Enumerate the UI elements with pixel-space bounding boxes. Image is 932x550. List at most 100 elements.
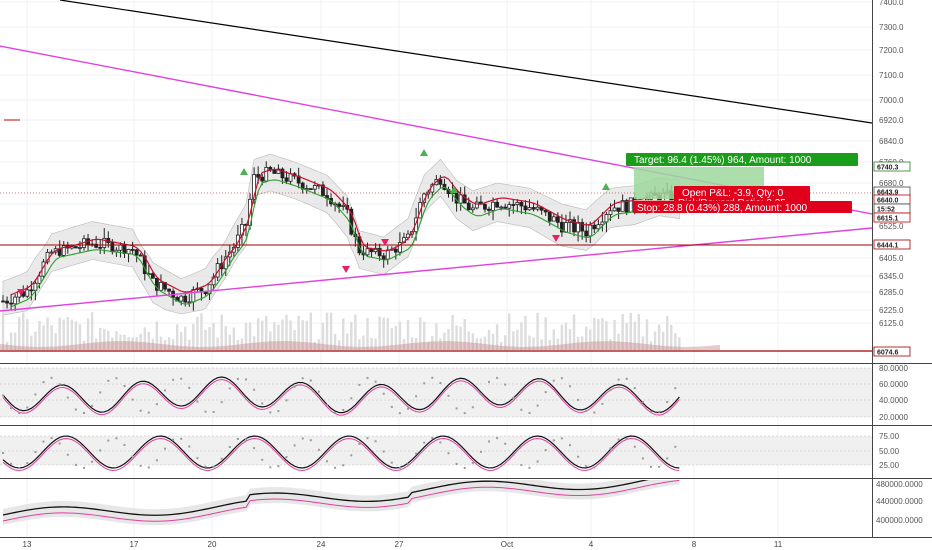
volume-bar [350, 322, 353, 350]
volume-bar [180, 332, 183, 350]
volume-bar [256, 318, 260, 350]
volume-bar [305, 320, 308, 350]
candle-up [159, 282, 163, 291]
time-tick-label: 13 [23, 540, 32, 549]
candle-down [321, 184, 325, 196]
histogram-dot [99, 449, 102, 452]
volume-bar [495, 324, 499, 350]
oscillator-line [2, 376, 680, 414]
volume-bar [520, 322, 523, 350]
volume-bar [54, 333, 57, 350]
volume-bar [261, 320, 264, 350]
volume-bar [325, 312, 329, 350]
histogram-dot [34, 451, 37, 454]
volume-bar [576, 336, 580, 350]
volume-bar [5, 341, 9, 350]
histogram-dot [253, 447, 256, 450]
time-axis[interactable]: 13 17 20 24 27 Oct 4 8 11 [23, 540, 783, 549]
moving-average-lines [10, 168, 680, 308]
histogram-dot [536, 404, 539, 407]
histogram-dot [625, 377, 628, 380]
candle-down [1, 300, 5, 303]
volume-bar [580, 336, 584, 350]
volume-bar [86, 318, 90, 350]
candle-up [397, 242, 402, 253]
volume-bar [34, 331, 37, 350]
volume-bar [629, 312, 632, 350]
histogram-dot [350, 397, 353, 400]
volume-bar [240, 338, 244, 350]
candle-down [134, 249, 139, 256]
histogram-dot [285, 399, 288, 402]
histogram-dot [658, 465, 661, 468]
histogram-dot [164, 389, 166, 392]
flow-panel[interactable] [2, 468, 680, 526]
histogram-dot [245, 438, 247, 441]
histogram-dot [285, 456, 288, 459]
candle-up [470, 207, 475, 211]
histogram-dot [488, 380, 490, 383]
histogram-dot [204, 410, 207, 413]
histogram-dot [569, 444, 571, 447]
histogram-dot [560, 437, 563, 440]
histogram-dot [220, 401, 223, 404]
histogram-dot [342, 408, 345, 411]
histogram-dot [115, 437, 118, 440]
candle-down [381, 255, 386, 260]
histogram-dot [236, 377, 239, 380]
candle-down [280, 168, 285, 179]
oscillator-panel-2[interactable] [0, 435, 872, 472]
histogram-dot [2, 452, 4, 454]
histogram-dot [204, 465, 207, 468]
volume-bar [163, 339, 167, 350]
volume-bar [171, 339, 175, 350]
volume-bar [277, 324, 280, 350]
volume-bar [107, 330, 110, 350]
price-tick-label: 6525.0 [879, 222, 904, 231]
histogram-dot [447, 452, 450, 455]
histogram-dot [382, 392, 385, 395]
volume-bar [167, 337, 171, 350]
candle-up [179, 295, 184, 302]
price-panel[interactable]: Target: 96.4 (1.45%) 964, Amount: 1000 Op… [0, 0, 872, 352]
histogram-dot [180, 437, 183, 440]
candle-up [551, 216, 556, 222]
histogram-dot [74, 408, 77, 411]
volume-bar [151, 338, 155, 350]
histogram-dot [593, 411, 596, 414]
histogram-dot [674, 387, 677, 390]
oscillator-panel-1[interactable] [0, 367, 872, 418]
histogram-dot [479, 450, 482, 453]
volume-bar [483, 336, 487, 350]
candle-up [118, 244, 123, 251]
volume-bar [346, 333, 349, 350]
candle-up [608, 210, 613, 215]
volume-bar [123, 334, 126, 350]
candle-up [69, 246, 74, 249]
volume-bar [192, 323, 195, 350]
histogram-dot [609, 389, 612, 392]
oscillator-2-tick: 75.00 [879, 432, 900, 441]
histogram-dot [366, 376, 369, 379]
volume-bar [317, 339, 321, 350]
histogram-dot [496, 437, 499, 440]
histogram-dot [666, 457, 669, 460]
histogram-dot [577, 398, 580, 401]
volume-bar [62, 319, 65, 350]
histogram-dot [172, 438, 175, 441]
candle-up [474, 201, 479, 209]
histogram-dot [228, 387, 231, 390]
candle-down [349, 208, 354, 235]
position-tool[interactable]: Target: 96.4 (1.45%) 964, Amount: 1000 Op… [626, 153, 858, 214]
candle-up [414, 217, 419, 233]
histogram-dot [439, 441, 442, 444]
volume-bar [564, 322, 568, 350]
histogram-dot [107, 439, 110, 442]
candle-down [308, 188, 313, 190]
candle-down [29, 289, 34, 292]
volume-bar [386, 317, 389, 350]
candle-down [555, 216, 560, 223]
volume-bar [471, 333, 474, 350]
histogram-dot [633, 445, 636, 448]
